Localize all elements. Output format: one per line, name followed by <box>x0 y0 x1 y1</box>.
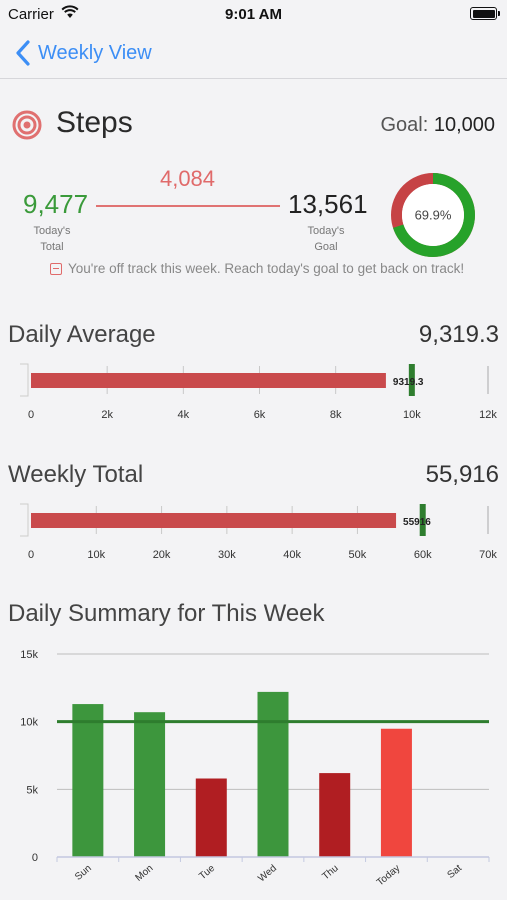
weekly-total-tick-label: 50k <box>349 549 367 561</box>
weekly-total-title: Weekly Total <box>8 461 144 488</box>
summary-ytick-label: 5k <box>26 784 38 796</box>
today-total-caption-line2: Total <box>40 241 64 253</box>
back-button[interactable]: Weekly View <box>12 38 152 68</box>
goal-label: Goal: 10,000 <box>380 114 495 137</box>
summary-bar-today <box>380 728 412 857</box>
today-goal-caption-line2: Goal <box>314 241 338 253</box>
progress-ring: 69.9% <box>391 173 475 257</box>
today-goal-caption-line1: Today's <box>307 225 345 237</box>
status-time: 9:01 AM <box>225 6 282 23</box>
daily-average-bracket <box>20 363 29 397</box>
weekly-total-bar <box>31 513 397 528</box>
summary-xtick-label: Sun <box>73 863 94 883</box>
difference-line <box>96 205 280 207</box>
daily-average-bar <box>31 373 386 388</box>
goal-value: 10,000 <box>433 114 495 136</box>
target-icon <box>12 110 42 140</box>
summary-ytick-label: 10k <box>20 717 38 729</box>
back-button-label: Weekly View <box>38 41 152 64</box>
carrier-label: Carrier <box>8 6 54 23</box>
daily-average-tick-label: 6k <box>254 409 266 421</box>
weekly-total-goal-marker <box>419 504 426 536</box>
daily-average-tick-label: 12k <box>479 409 497 421</box>
summary-ytick-label: 15k <box>20 649 38 661</box>
today-goal-value: 13,561 <box>288 189 368 219</box>
summary-bar-thu <box>319 773 351 857</box>
today-total-caption-line1: Today's <box>33 225 71 237</box>
weekly-total-bar-label: 55916 <box>403 517 431 528</box>
weekly-total-chart: 0 10k 20k 30k 40k 50k 60k 70k 55916 <box>20 503 497 561</box>
daily-average-goal-marker <box>408 364 415 396</box>
summary-bar-wed <box>257 691 289 857</box>
wifi-icon <box>61 5 79 18</box>
weekly-total-bracket <box>20 503 29 537</box>
summary-xtick-label: Tue <box>197 863 217 883</box>
weekly-total-tick-label: 70k <box>479 549 497 561</box>
goal-prefix: Goal: <box>380 114 429 136</box>
daily-average-value: 9,319.3 <box>418 321 499 348</box>
weekly-total-tick-label: 0 <box>28 549 34 561</box>
off-track-warning-text: You're off track this week. Reach today'… <box>68 261 465 276</box>
weekly-total-tick-label: 10k <box>87 549 105 561</box>
daily-average-tick-label: 4k <box>178 409 190 421</box>
daily-summary-chart: 0 5k 10k 15k Sun Mon Tue Wed Thu Today Sat <box>20 649 490 889</box>
minus-square-icon <box>50 262 62 275</box>
weekly-total-value: 55,916 <box>425 461 499 488</box>
today-goal-caption: Today's Goal <box>298 223 354 255</box>
summary-xtick-label: Wed <box>256 863 279 885</box>
summary-xtick-label: Thu <box>320 863 340 883</box>
daily-average-title: Daily Average <box>8 321 156 348</box>
weekly-total-tick-label: 30k <box>218 549 236 561</box>
weekly-total-tick-label: 40k <box>283 549 301 561</box>
daily-average-chart: 0 2k 4k 6k 8k 10k 12k 9319.3 <box>20 363 497 421</box>
daily-average-tick-label: 10k <box>403 409 421 421</box>
daily-average-tick-label: 2k <box>101 409 113 421</box>
summary-bar-sun <box>72 704 104 857</box>
progress-ring-fill <box>391 173 475 257</box>
daily-average-bar-label: 9319.3 <box>393 377 424 388</box>
page-title: Steps <box>56 106 133 139</box>
progress-ring-label: 69.9% <box>415 208 452 223</box>
difference-value: 4,084 <box>159 166 216 191</box>
today-total-caption: Today's Total <box>23 223 81 255</box>
summary-bar-mon <box>134 712 166 857</box>
summary-ytick-label: 0 <box>32 852 38 864</box>
off-track-warning: You're off track this week. Reach today'… <box>50 261 464 276</box>
summary-xtick-label: Today <box>375 863 403 889</box>
nav-divider <box>0 78 507 79</box>
summary-xtick-label: Sat <box>445 863 464 881</box>
battery-cap <box>498 11 500 16</box>
today-total-value: 9,477 <box>23 189 89 219</box>
summary-title: Daily Summary for This Week <box>8 600 325 627</box>
daily-average-tick-label: 0 <box>28 409 34 421</box>
daily-average-tick-label: 8k <box>330 409 342 421</box>
weekly-total-tick-label: 20k <box>153 549 171 561</box>
summary-xtick-label: Mon <box>134 863 156 884</box>
chevron-left-icon <box>16 40 30 66</box>
summary-bar-tue <box>195 778 227 857</box>
weekly-total-tick-label: 60k <box>414 549 432 561</box>
battery-icon <box>470 7 497 20</box>
